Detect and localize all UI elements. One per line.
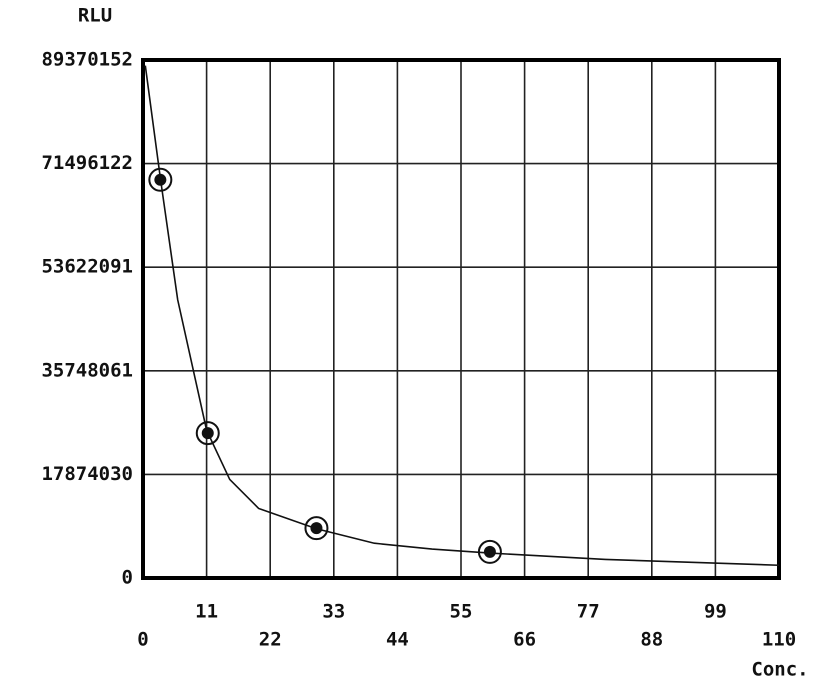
point bbox=[154, 174, 166, 186]
x-axis-label: Conc. bbox=[751, 659, 808, 681]
point bbox=[202, 427, 214, 439]
x-tick-label: 99 bbox=[704, 601, 727, 623]
y-tick-label: 71496122 bbox=[41, 152, 133, 174]
y-tick-label: 53622091 bbox=[41, 256, 133, 278]
y-tick-label: 89370152 bbox=[41, 49, 133, 71]
x-tick-label: 44 bbox=[386, 629, 409, 651]
x-tick-label: 110 bbox=[762, 629, 796, 651]
x-tick-label: 55 bbox=[450, 601, 473, 623]
y-axis-label: RLU bbox=[78, 5, 112, 27]
y-tick-label: 17874030 bbox=[41, 463, 133, 485]
x-tick-label: 11 bbox=[195, 601, 218, 623]
x-tick-label: 33 bbox=[322, 601, 345, 623]
y-tick-label: 35748061 bbox=[41, 359, 133, 381]
point bbox=[310, 522, 322, 534]
y-tick-label: 0 bbox=[122, 567, 133, 589]
x-tick-label: 77 bbox=[577, 601, 600, 623]
chart: RLU Conc. 0 17874030 35748061 53622091 71496… bbox=[0, 0, 820, 691]
x-tick-label: 66 bbox=[513, 629, 536, 651]
x-tick-label: 22 bbox=[259, 629, 282, 651]
point bbox=[484, 546, 496, 558]
x-tick-label: 0 bbox=[137, 629, 148, 651]
x-tick-label: 88 bbox=[640, 629, 663, 651]
